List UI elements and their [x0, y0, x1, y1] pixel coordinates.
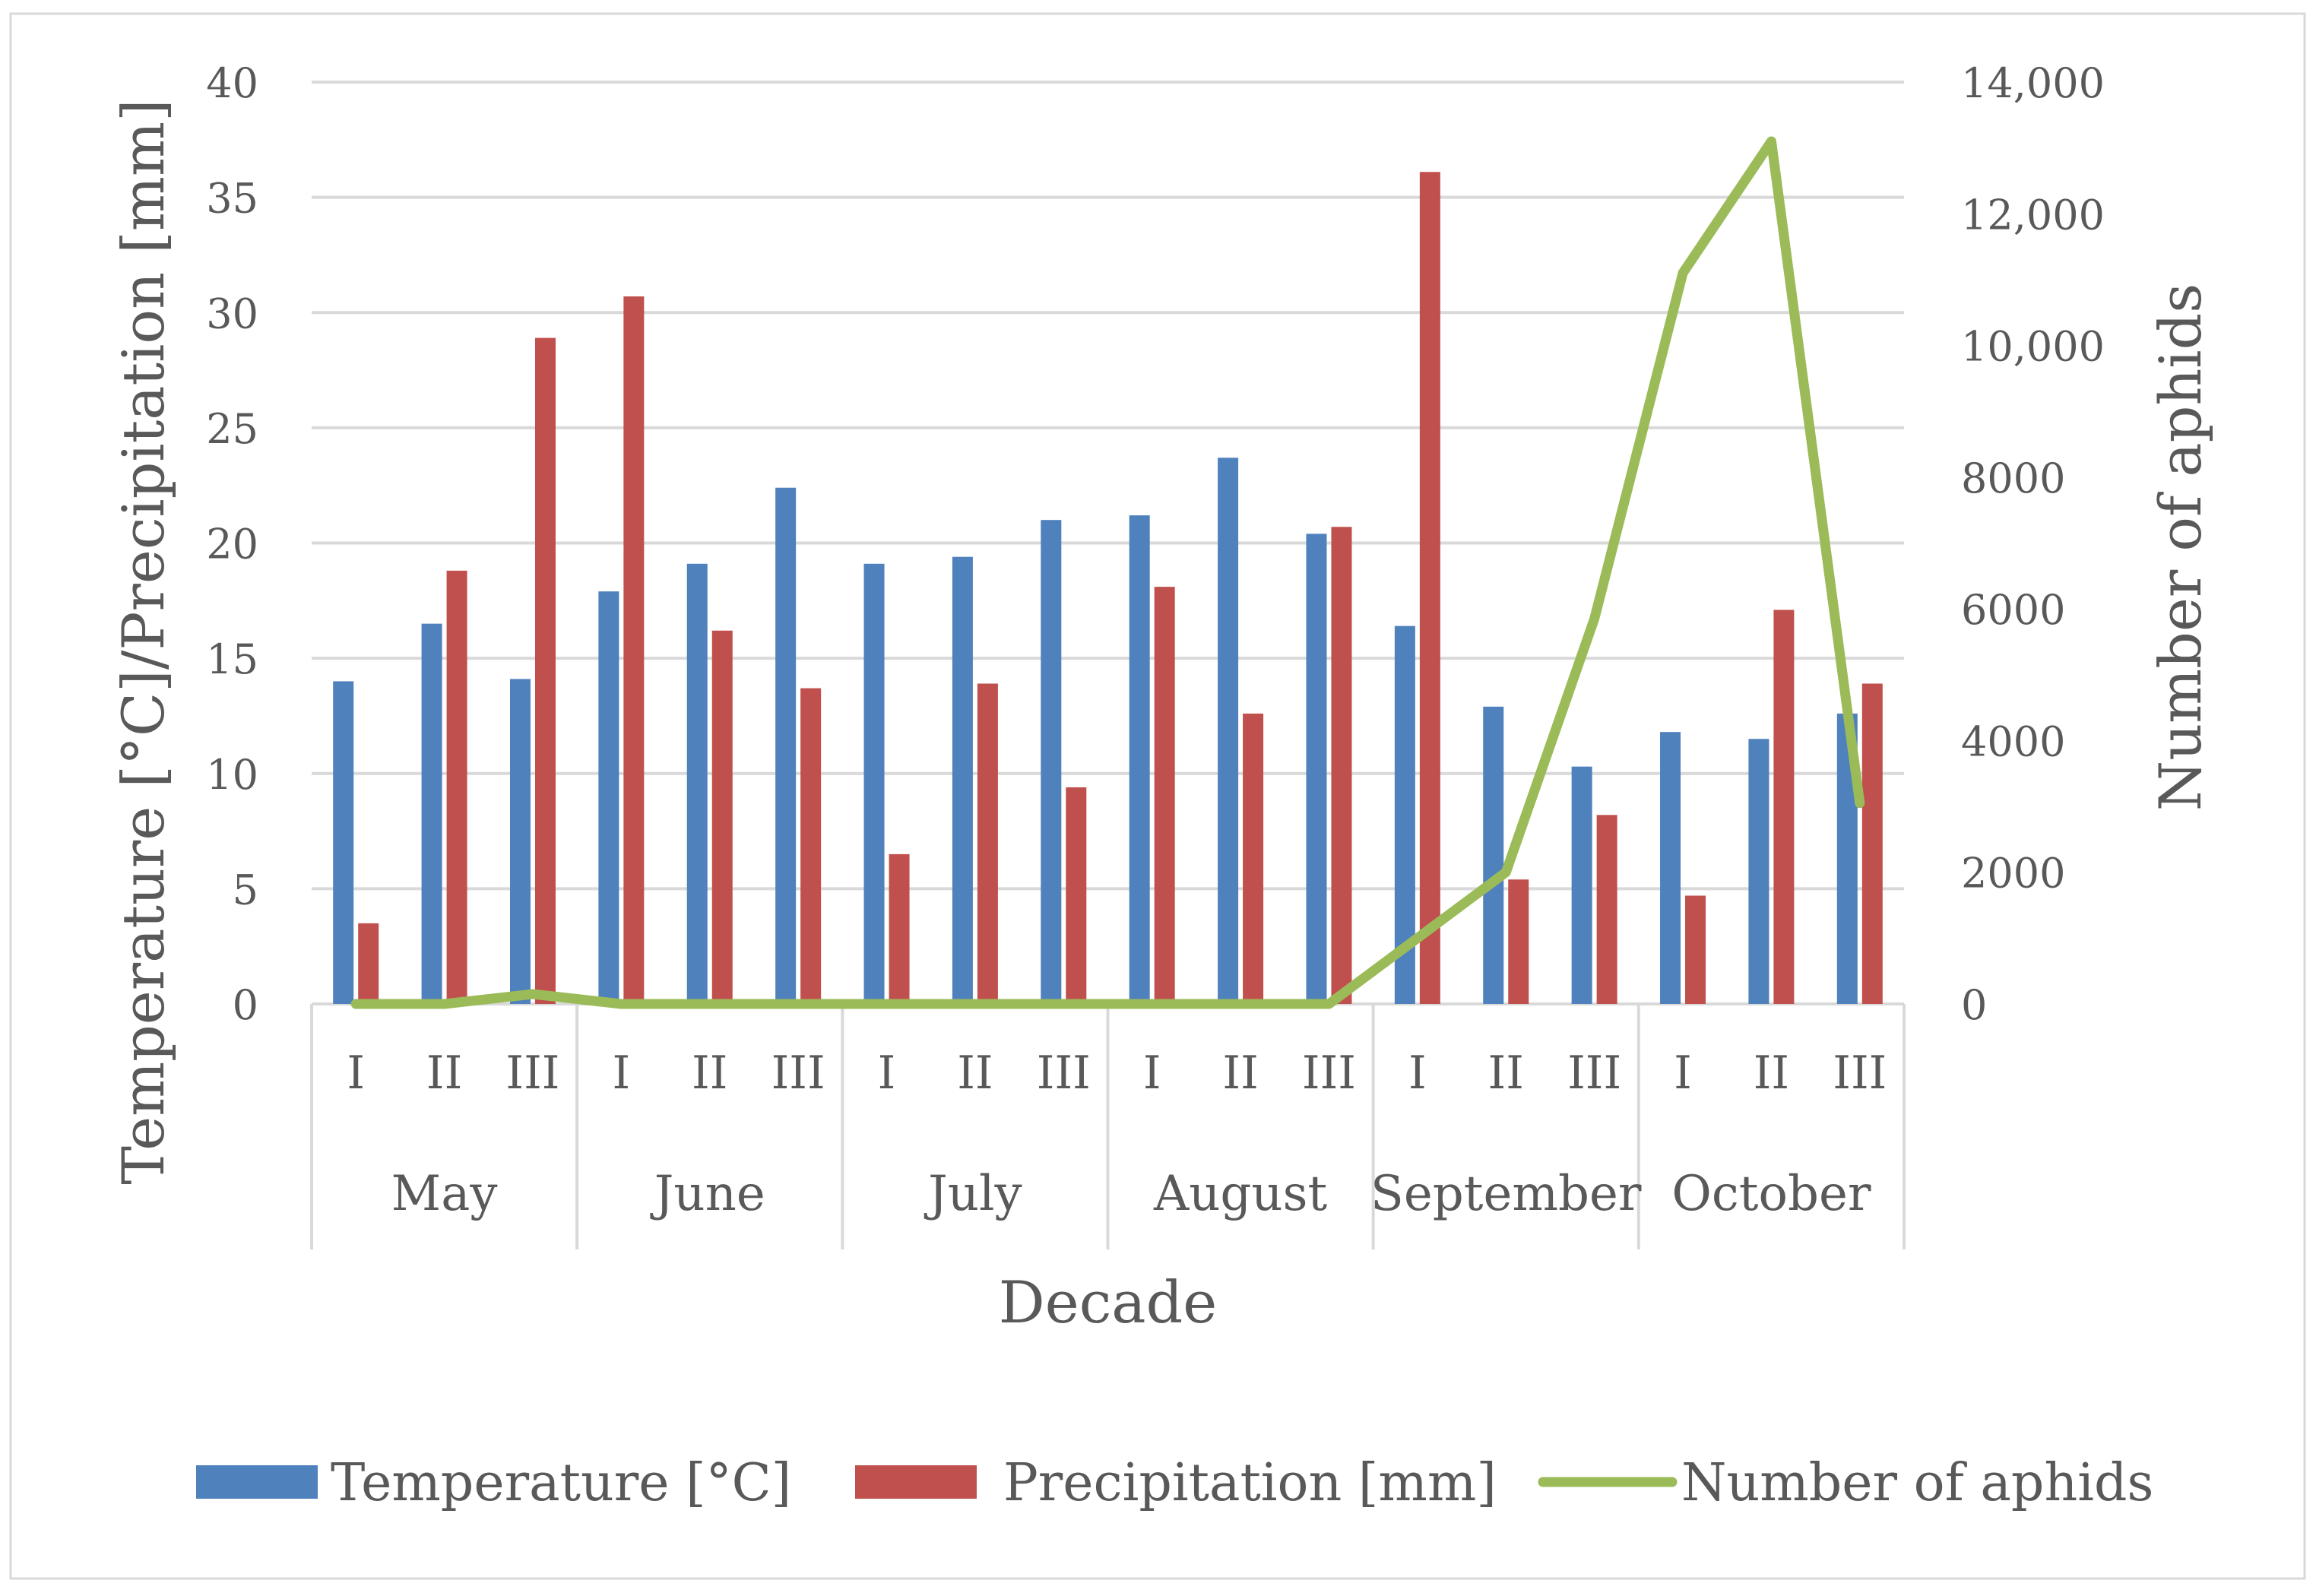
- y-tick-label: 0: [233, 981, 258, 1029]
- decade-label: III: [1302, 1047, 1356, 1100]
- decade-label: III: [1833, 1047, 1887, 1100]
- bar-temperature: [598, 591, 619, 1004]
- y-tick-label: 20: [206, 521, 258, 568]
- bar-temperature: [1306, 534, 1327, 1004]
- y2-tick-label: 6000: [1961, 586, 2065, 634]
- y-tick-label: 5: [233, 866, 258, 914]
- bar-temperature: [1660, 732, 1681, 1004]
- bar-temperature: [686, 563, 708, 1004]
- bar-temperature: [1571, 766, 1592, 1004]
- month-label: June: [650, 1166, 765, 1222]
- legend-label: Temperature [°C]: [331, 1453, 791, 1513]
- month-label: October: [1671, 1166, 1871, 1222]
- y2-tick-label: 10,000: [1961, 323, 2105, 371]
- legend-swatch: [196, 1465, 318, 1499]
- bar-temperature: [775, 487, 797, 1004]
- bar-precipitation: [1154, 587, 1175, 1004]
- bar-precipitation: [446, 570, 467, 1004]
- y2-axis-title: Number of aphids: [2146, 283, 2214, 812]
- bar-precipitation: [711, 630, 733, 1004]
- bar-precipitation: [800, 688, 822, 1004]
- y-tick-label: 30: [206, 290, 258, 337]
- bar-precipitation: [1685, 895, 1706, 1004]
- bar-precipitation: [1243, 713, 1264, 1004]
- month-label: September: [1370, 1166, 1642, 1222]
- y-tick-label: 35: [206, 175, 258, 223]
- axis-titles: Temperature [°C]/Precipitation [mm] Numbe…: [109, 99, 2214, 1336]
- bar-precipitation: [358, 923, 379, 1004]
- y-tick-label: 10: [206, 751, 258, 799]
- legend-swatch: [855, 1465, 977, 1499]
- decade-label: III: [1567, 1047, 1621, 1100]
- decade-label: I: [1408, 1047, 1427, 1100]
- y-tick-label: 15: [206, 635, 258, 683]
- bar-temperature: [1218, 458, 1239, 1004]
- y2-tick-label: 4000: [1961, 717, 2065, 765]
- y2-tick-label: 14,000: [1961, 59, 2105, 107]
- legend-temperature: Temperature [°C]: [196, 1453, 791, 1513]
- legend-aphids: Number of aphids: [1538, 1453, 2153, 1513]
- bar-temperature: [333, 681, 354, 1004]
- bar-temperature: [509, 679, 531, 1004]
- decade-label: I: [1674, 1047, 1692, 1100]
- month-label: August: [1153, 1166, 1327, 1222]
- tick-labels: 0 5 10 15 20 25 30 35 40 0 2000 4000 6000 8000 10,000 1…: [206, 59, 2105, 1029]
- decade-label: III: [505, 1047, 559, 1100]
- y2-tick-label: 8000: [1961, 454, 2065, 502]
- bar-temperature: [1748, 739, 1769, 1004]
- bar-precipitation: [1596, 815, 1617, 1004]
- decade-label: II: [957, 1047, 993, 1100]
- decade-label: II: [1488, 1047, 1524, 1100]
- decade-label: I: [1143, 1047, 1161, 1100]
- y-tick-label: 40: [206, 59, 258, 107]
- decade-label: III: [1037, 1047, 1091, 1100]
- bar-temperature: [421, 623, 442, 1004]
- bar-precipitation: [1508, 879, 1529, 1004]
- bar-precipitation: [534, 337, 556, 1004]
- bar-precipitation: [1419, 172, 1440, 1005]
- decade-label: I: [878, 1047, 896, 1100]
- bar-temperature: [1041, 520, 1062, 1004]
- x-axis-title: Decade: [999, 1268, 1217, 1336]
- bar-temperature: [863, 563, 885, 1004]
- decade-label: I: [347, 1047, 365, 1100]
- decade-label: II: [692, 1047, 727, 1100]
- aphids-line: [350, 136, 1865, 1009]
- legend: Temperature [°C] Precipitation [mm] Number…: [196, 1453, 2153, 1513]
- y-axis-title: Temperature [°C]/Precipitation [mm]: [109, 99, 177, 1184]
- bar-precipitation: [623, 296, 645, 1005]
- legend-precipitation: Precipitation [mm]: [855, 1453, 1497, 1513]
- bar-precipitation: [1861, 683, 1883, 1004]
- bar-precipitation: [977, 683, 998, 1004]
- month-label: May: [391, 1166, 498, 1222]
- y-tick-label: 25: [206, 405, 258, 453]
- bar-precipitation: [1066, 787, 1087, 1004]
- line-series: [350, 136, 1865, 1009]
- decade-label: III: [771, 1047, 825, 1100]
- bar-precipitation: [889, 853, 910, 1004]
- bar-temperature: [952, 556, 973, 1004]
- bar-temperature: [1483, 706, 1504, 1004]
- bar-temperature: [1129, 515, 1150, 1004]
- y2-tick-label: 0: [1961, 981, 1987, 1029]
- legend-label: Precipitation [mm]: [1003, 1453, 1497, 1513]
- bar-precipitation: [1331, 527, 1352, 1004]
- decade-label: II: [1754, 1047, 1789, 1100]
- decade-label: II: [426, 1047, 462, 1100]
- decade-label: II: [1222, 1047, 1258, 1100]
- bar-precipitation: [1773, 610, 1795, 1004]
- y2-tick-label: 2000: [1961, 850, 2065, 898]
- decade-label: I: [613, 1047, 631, 1100]
- month-label: July: [924, 1166, 1022, 1222]
- legend-label: Number of aphids: [1681, 1453, 2153, 1513]
- y2-tick-label: 12,000: [1961, 191, 2105, 239]
- gridlines: [312, 81, 1904, 891]
